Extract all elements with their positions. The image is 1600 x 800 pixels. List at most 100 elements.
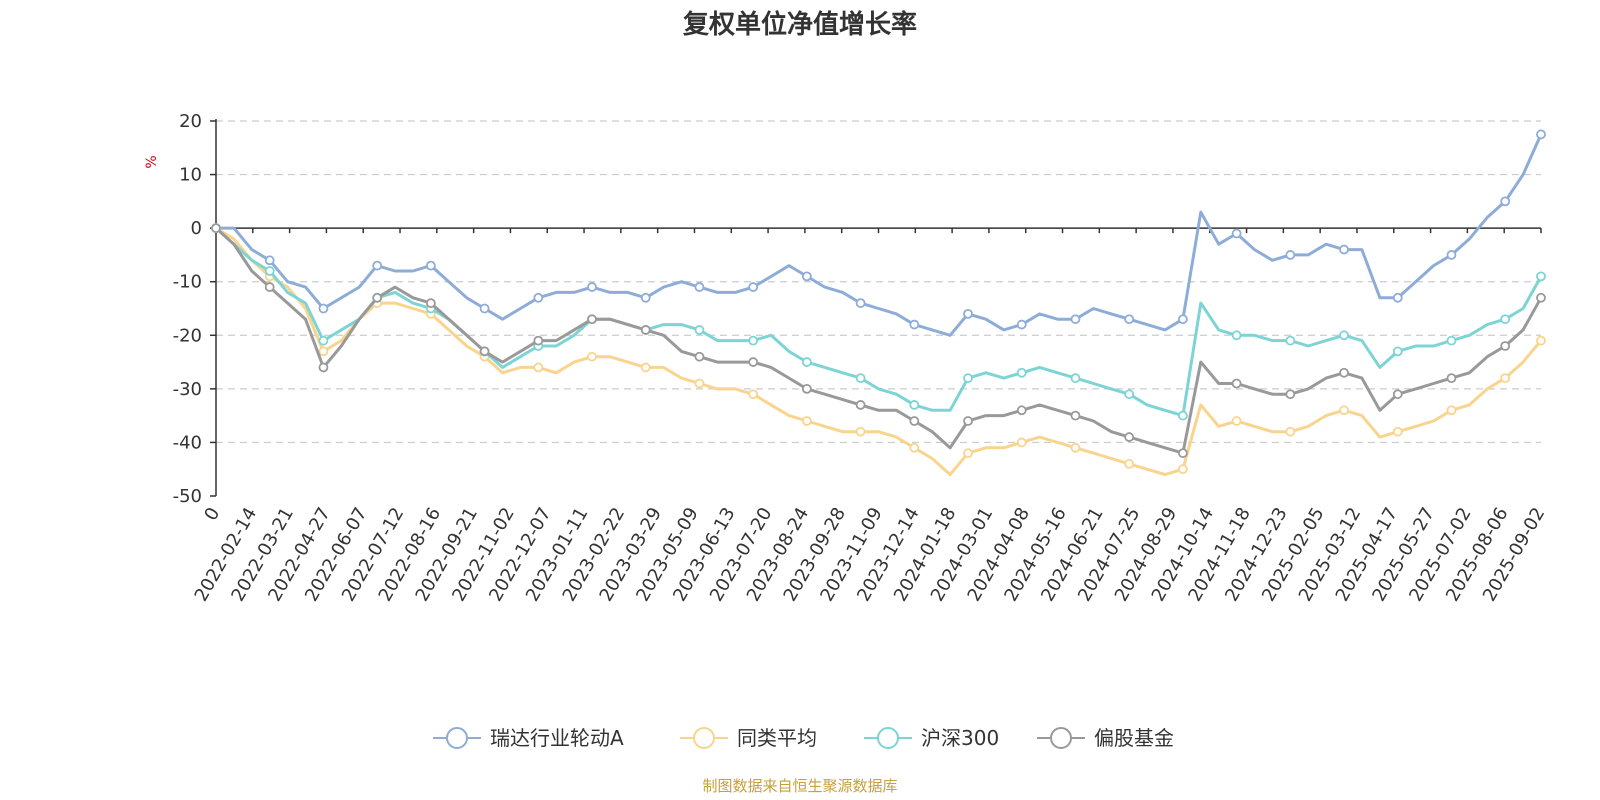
legend-item[interactable]: 同类平均 [680,726,817,750]
data-point [1446,335,1457,346]
data-point [1446,250,1457,260]
data-point [1500,314,1511,325]
data-point [425,260,436,271]
data-point [909,416,920,426]
data-point [694,282,705,292]
data-point [963,308,973,319]
series-line [215,226,1543,477]
data-point [1070,314,1081,325]
data-point [1446,405,1457,416]
data-point [1070,410,1081,421]
data-point [1536,129,1546,140]
data-point [1016,319,1027,330]
data-point [1070,442,1081,453]
data-point [1446,373,1457,384]
legend-label: 偏股基金 [1094,726,1174,750]
series-line [216,133,1543,337]
data-point [801,416,812,426]
data-point [748,335,759,346]
data-point [318,362,329,373]
legend-circle-icon [446,727,468,749]
data-point [1285,250,1296,260]
grid [216,120,1541,444]
axes: 20100-10-20-30-40-5002022-02-142022-03-2… [173,111,1550,605]
data-point [479,303,490,314]
data-point [963,448,973,459]
data-point [1500,341,1511,351]
data-point [909,400,920,410]
y-tick-label: 0 [191,218,202,239]
data-point [1177,448,1188,459]
chart-title: 复权单位净值增长率 [683,9,917,40]
data-point [801,357,812,367]
data-point [1177,464,1188,475]
data-point [587,314,597,325]
data-point [1339,330,1349,341]
data-point [211,223,221,234]
series-1 [211,129,1546,337]
legend-circle-icon [1050,727,1072,749]
legend-label: 沪深300 [921,726,999,750]
legend-item[interactable]: 沪深300 [864,726,999,750]
data-point [1231,228,1242,239]
series-layer [211,129,1546,477]
series-line [214,226,1543,418]
data-point [694,351,705,362]
data-point [909,319,920,330]
data-point [1500,196,1511,207]
data-point [1231,378,1242,389]
data-point [372,292,383,303]
legend-item[interactable]: 偏股基金 [1037,726,1174,750]
data-point [748,389,759,400]
x-tick-label: 0 [200,504,224,524]
data-point [1500,373,1511,384]
data-point [1070,373,1081,384]
series-4 [211,223,1546,459]
y-tick-label: 20 [179,111,202,132]
data-point [694,378,705,389]
data-point [801,271,812,282]
data-point [318,346,329,357]
data-point [963,373,973,384]
y-axis-label: % [144,155,160,168]
data-point [855,426,866,437]
data-point [1536,292,1546,303]
y-tick-label: -30 [173,379,202,400]
data-point [587,282,597,292]
data-point [318,303,329,314]
data-point [1536,335,1546,346]
data-point [748,282,759,292]
data-point [1339,244,1349,255]
data-point [1124,432,1135,442]
legend-circle-icon [693,727,715,749]
data-point [694,325,705,335]
series-line [214,226,1543,455]
data-point [1016,405,1027,416]
data-point [587,351,597,362]
data-point [1016,437,1027,448]
data-point [963,416,973,426]
data-point [264,266,275,276]
data-point [1392,346,1403,357]
data-point [855,400,866,410]
data-point [479,346,490,357]
data-point [748,357,759,367]
series-2 [211,223,1546,477]
data-point [855,373,866,384]
data-point [1285,389,1296,400]
data-point [1285,426,1296,437]
legend-item[interactable]: 瑞达行业轮动A [433,726,624,750]
data-point [1177,314,1188,325]
data-point [1339,367,1349,378]
data-point [1124,314,1135,325]
data-point [1177,410,1188,421]
data-point [1231,416,1242,426]
legend[interactable]: 瑞达行业轮动A 同类平均 沪深300 偏股基金 [433,726,1174,750]
data-point [1339,405,1349,416]
data-point [533,292,544,303]
data-point [640,325,651,335]
legend-label: 同类平均 [737,726,817,750]
data-point [1392,426,1403,437]
legend-circle-icon [877,727,899,749]
